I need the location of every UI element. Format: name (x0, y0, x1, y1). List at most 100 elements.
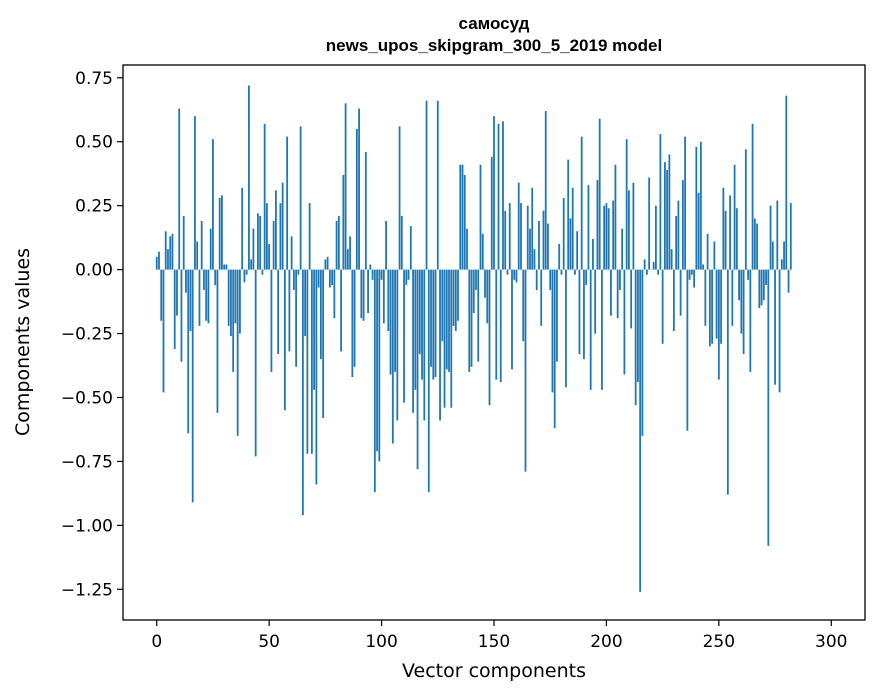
bar (225, 264, 228, 270)
y-tick-label: −1.00 (61, 516, 113, 536)
bar (470, 269, 473, 367)
bar (724, 210, 727, 270)
bar (191, 269, 194, 503)
bar (187, 269, 190, 434)
bar (319, 269, 322, 360)
bar (198, 269, 201, 326)
bar (432, 269, 435, 380)
y-tick-label: −1.25 (61, 580, 113, 600)
bar (720, 269, 722, 344)
y-tick-label: −0.25 (61, 325, 113, 345)
bar (652, 261, 655, 270)
bar (711, 269, 713, 344)
bar (706, 233, 709, 270)
y-tick-label: 0.75 (75, 69, 113, 89)
bar (342, 174, 345, 270)
bar (756, 223, 758, 270)
bar (427, 269, 430, 493)
bar (369, 264, 372, 270)
bar (452, 269, 455, 326)
y-tick-label: −0.75 (61, 452, 113, 472)
bar (234, 269, 237, 324)
bar (299, 126, 302, 270)
x-tick-label: 200 (590, 632, 622, 652)
bar (382, 269, 385, 324)
bar (610, 269, 612, 316)
bar (257, 213, 259, 270)
bar (722, 187, 725, 270)
bar (441, 269, 444, 342)
bar (475, 269, 477, 291)
bar (574, 269, 576, 275)
bar (189, 269, 192, 331)
bar (275, 190, 277, 270)
bar (520, 203, 522, 270)
bar (643, 259, 646, 270)
bar (425, 100, 428, 270)
bar (236, 269, 239, 436)
bar (378, 269, 381, 462)
bar (248, 85, 250, 270)
bar (670, 249, 673, 270)
bar (353, 269, 356, 367)
bar (583, 269, 585, 360)
bar (594, 269, 597, 334)
bar (495, 269, 498, 380)
bar (625, 139, 628, 270)
bar (178, 108, 181, 270)
bar (317, 269, 320, 288)
bar (403, 269, 405, 403)
bar (549, 269, 552, 291)
bar (295, 269, 298, 367)
bar (418, 269, 421, 355)
bar (742, 269, 745, 355)
y-axis-ticks: 0.75 0.50 0.25 0.00 −0.25 −0.50 −0.75 −1.00 −1.2… (61, 69, 123, 600)
bar (283, 269, 286, 411)
bar (180, 269, 183, 362)
bar (558, 244, 561, 270)
bar (349, 236, 351, 270)
y-tick-label: −0.50 (61, 388, 113, 408)
bar (364, 151, 367, 270)
y-tick-label: 0.50 (75, 133, 113, 153)
bar (266, 203, 268, 270)
x-tick-label: 300 (815, 632, 847, 652)
bar (490, 157, 493, 270)
bar (463, 174, 466, 270)
bar (227, 269, 230, 326)
bar (185, 269, 187, 293)
bar (740, 269, 743, 334)
bar (454, 269, 457, 331)
bar (171, 233, 174, 270)
bar (461, 164, 464, 270)
bar (376, 269, 378, 452)
bar (221, 195, 223, 270)
bar (239, 269, 241, 334)
bar (315, 269, 318, 485)
bar (479, 164, 482, 270)
bar (169, 236, 172, 270)
bar (619, 269, 621, 291)
bar (524, 269, 527, 472)
y-tick-label: 0.00 (75, 261, 113, 281)
bar (780, 259, 783, 270)
bar (699, 141, 702, 270)
bar (502, 121, 504, 270)
bar (522, 269, 525, 342)
bar (200, 221, 203, 270)
bar (540, 269, 543, 326)
bar (362, 269, 365, 321)
bar (292, 269, 295, 291)
bar (436, 100, 439, 270)
x-tick-label: 250 (703, 632, 735, 652)
bar (277, 269, 280, 355)
bar (511, 269, 513, 370)
bar (668, 154, 671, 270)
bar (601, 269, 603, 390)
bar (688, 269, 691, 280)
bar (749, 269, 752, 372)
bar (423, 269, 426, 421)
bar (468, 269, 471, 372)
bar (731, 269, 734, 326)
bar (243, 269, 246, 283)
